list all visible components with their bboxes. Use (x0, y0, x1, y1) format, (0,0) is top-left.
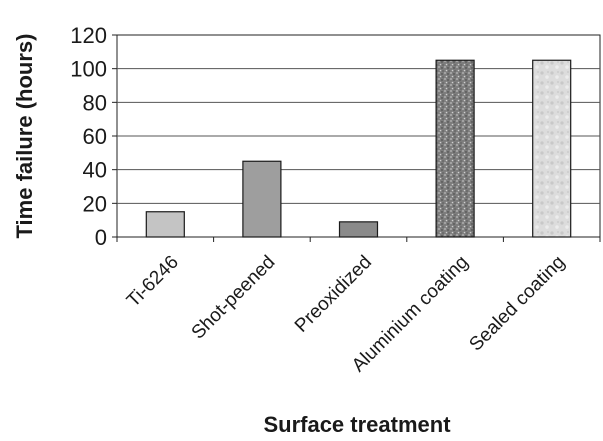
y-tick-label: 20 (83, 191, 107, 216)
x-tick-label: Preoxidized (291, 252, 376, 337)
x-axis-title: Surface treatment (263, 412, 451, 437)
x-tick-label: Shot-peened (188, 252, 280, 344)
bar-preoxidized (338, 221, 379, 238)
y-tick-label: 80 (83, 90, 107, 115)
bar-ti-6246 (145, 211, 185, 238)
x-tick-label: Ti-6246 (123, 252, 183, 312)
bar-sealed-coating (532, 59, 572, 238)
y-tick-label: 0 (95, 225, 107, 250)
y-tick-label: 60 (83, 124, 107, 149)
gridlines (117, 68, 600, 204)
bar-shot-peened (242, 160, 282, 238)
bar-aluminium-coating (435, 59, 475, 238)
x-tick-label: Sealed coating (465, 252, 569, 356)
bars-group (145, 59, 572, 238)
y-tick-label: 40 (83, 158, 107, 183)
y-axis-title: Time failure (hours) (12, 34, 37, 239)
y-axis-ticks: 0 20 40 60 80 100 120 (70, 23, 117, 250)
y-tick-label: 120 (70, 23, 107, 48)
y-tick-label: 100 (70, 57, 107, 82)
